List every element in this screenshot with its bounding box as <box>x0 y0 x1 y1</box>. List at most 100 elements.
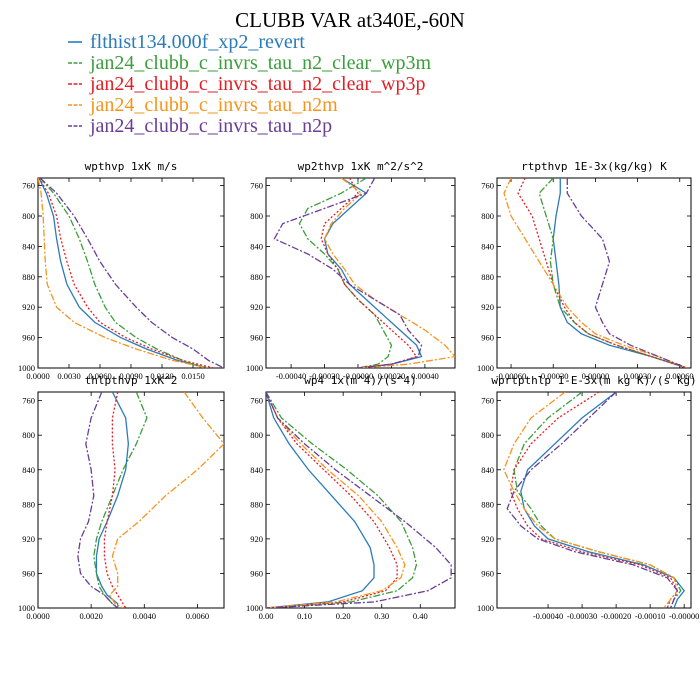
y-tick-label: 1000 <box>477 363 494 373</box>
x-tick-label: -0.00000 <box>669 611 699 621</box>
y-tick-label: 1000 <box>477 603 494 613</box>
y-tick-label: 800 <box>250 430 263 440</box>
x-tick-label: -0.00000 <box>343 371 373 381</box>
legend-item: flthist134.000f_xp2_revert <box>68 31 305 53</box>
y-tick-label: 880 <box>22 272 35 282</box>
series-line <box>108 392 224 608</box>
plot-frame <box>265 391 456 609</box>
y-tick-label: 760 <box>481 396 494 406</box>
panels: wpthvp 1xK m/s76080084088092096010000.00… <box>18 160 699 621</box>
x-tick-label: 0.0060 <box>88 371 111 381</box>
x-tick-label: 0.40 <box>413 611 428 621</box>
x-tick-label: 0.0020 <box>79 611 102 621</box>
y-tick-label: 800 <box>481 211 494 221</box>
y-tick-label: 920 <box>481 302 494 312</box>
series-line <box>566 178 688 368</box>
panel: rtpthvp 1E-3x(kg/kg) K 760 800 840 880 920 960… <box>477 160 694 381</box>
y-tick-label: 760 <box>481 181 494 191</box>
x-tick-label: 0.00000 <box>582 371 610 381</box>
x-tick-label: -0.00030 <box>538 371 568 381</box>
y-tick-label: 840 <box>250 465 263 475</box>
y-tick-label: 920 <box>22 534 35 544</box>
x-tick-label: 0.00040 <box>411 371 439 381</box>
x-tick-label: -0.00020 <box>309 371 339 381</box>
y-tick-label: 1000 <box>18 603 35 613</box>
series-line <box>323 178 455 368</box>
x-tick-label: 0.10 <box>297 611 312 621</box>
plot-frame <box>37 391 225 609</box>
panel-title: wpthvp 1xK m/s <box>85 160 178 173</box>
x-tick-label: -0.00010 <box>635 611 665 621</box>
x-tick-label: 0.0090 <box>119 371 142 381</box>
series-line <box>503 178 688 368</box>
y-tick-label: 960 <box>250 333 263 343</box>
y-tick-label: 840 <box>22 241 35 251</box>
y-tick-label: 840 <box>250 241 263 251</box>
series-line <box>320 178 418 368</box>
x-tick-label: -0.00040 <box>533 611 563 621</box>
panel-title: wp4 1x(m^4)/(s^4) <box>304 374 417 387</box>
y-tick-label: 880 <box>22 499 35 509</box>
x-tick-label: -0.00020 <box>601 611 631 621</box>
y-tick-label: 760 <box>250 181 263 191</box>
y-tick-label: 920 <box>481 534 494 544</box>
series-line <box>266 392 406 608</box>
x-tick-label: 0.20 <box>336 611 351 621</box>
series-line <box>103 392 127 608</box>
series-line <box>38 178 209 368</box>
y-tick-label: 920 <box>250 302 263 312</box>
series-line <box>77 392 119 608</box>
x-tick-label: 0.00030 <box>624 371 652 381</box>
series-line <box>298 178 393 368</box>
panel: wp2thvp 1xK m^2/s^2 760 800 840 880 920 960 100… <box>246 160 456 381</box>
x-tick-label: 0.00060 <box>666 371 694 381</box>
legend-label: flthist134.000f_xp2_revert <box>90 31 305 53</box>
series-line <box>513 392 682 608</box>
y-tick-label: 880 <box>250 272 263 282</box>
figure-title: CLUBB VAR at340E,-60N <box>235 8 465 32</box>
y-tick-label: 960 <box>22 333 35 343</box>
plot-frame <box>265 177 456 369</box>
series-line <box>39 178 204 368</box>
x-tick-label: 0.0000 <box>26 611 49 621</box>
y-tick-label: 960 <box>22 568 35 578</box>
y-tick-label: 840 <box>22 465 35 475</box>
y-tick-label: 1000 <box>246 603 263 613</box>
series-line <box>38 178 209 368</box>
legend-label: jan24_clubb_c_invrs_tau_n2_clear_wp3p <box>89 73 425 95</box>
x-tick-label: 0.00 <box>259 611 274 621</box>
legend-label: jan24_clubb_c_invrs_tau_n2m <box>89 94 338 116</box>
legend-label: jan24_clubb_c_invrs_tau_n2_clear_wp3m <box>89 52 431 74</box>
y-tick-label: 920 <box>250 534 263 544</box>
panel: thlpthvp 1xK^276080084088092096010000.00… <box>18 374 225 621</box>
x-tick-label: 0.00020 <box>378 371 406 381</box>
panel-title: wp2thvp 1xK m^2/s^2 <box>298 160 424 173</box>
y-tick-label: 760 <box>22 396 35 406</box>
plot-frame <box>496 391 692 609</box>
panel-title: thlpthvp 1xK^2 <box>85 374 178 387</box>
legend: flthist134.000f_xp2_revertjan24_clubb_c_… <box>68 31 431 137</box>
y-tick-label: 1000 <box>18 363 35 373</box>
plot-frame <box>496 177 692 369</box>
y-tick-label: 960 <box>481 333 494 343</box>
y-tick-label: 760 <box>250 396 263 406</box>
x-tick-label: 0.30 <box>374 611 389 621</box>
x-tick-label: -0.00040 <box>276 371 306 381</box>
series-line <box>39 178 224 368</box>
panel-title: wprtpthlp 1-E-3x(m kg K)/(s kg) <box>491 374 696 387</box>
series-line <box>266 392 398 608</box>
x-tick-label: 0.0040 <box>133 611 156 621</box>
x-tick-label: -0.00060 <box>496 371 526 381</box>
y-tick-label: 800 <box>481 430 494 440</box>
y-tick-label: 880 <box>250 499 263 509</box>
panel: wpthvp 1xK m/s76080084088092096010000.00… <box>18 160 225 381</box>
series-line <box>273 178 423 368</box>
legend-item: jan24_clubb_c_invrs_tau_n2p <box>68 115 332 137</box>
x-tick-label: -0.00030 <box>567 611 597 621</box>
plot-frame <box>37 177 225 369</box>
series-line <box>509 392 679 608</box>
y-tick-label: 840 <box>481 241 494 251</box>
series-line <box>266 392 452 608</box>
y-tick-label: 840 <box>481 465 494 475</box>
